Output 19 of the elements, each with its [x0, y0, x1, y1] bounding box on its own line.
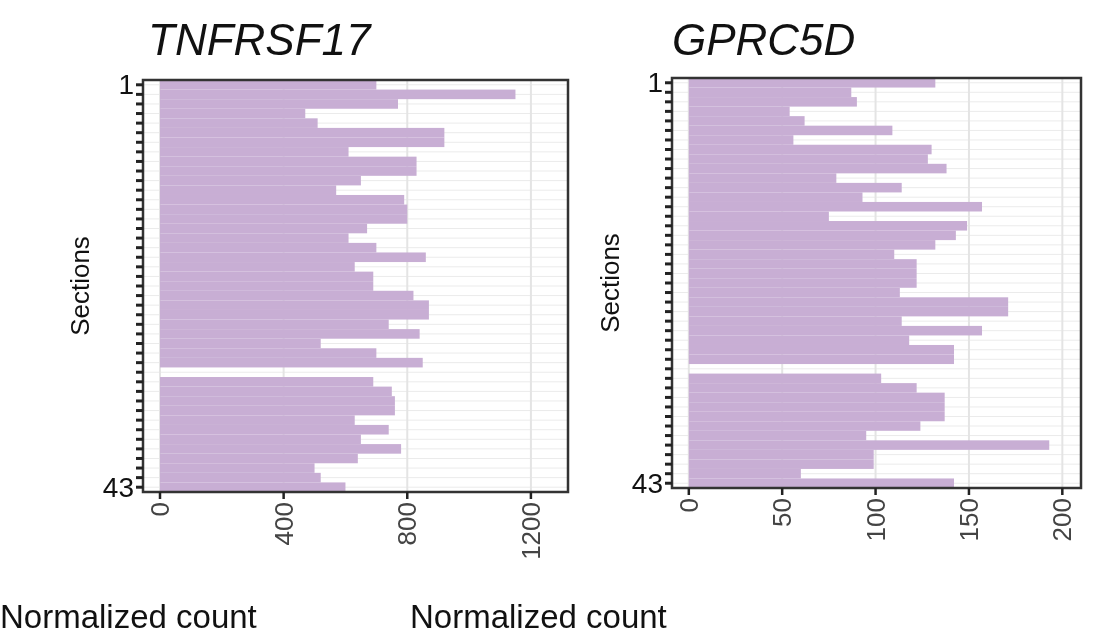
chart-title: TNFRSF17	[148, 15, 372, 64]
x-axis-title: Normalized count	[0, 598, 257, 635]
x-tick-label: 400	[268, 502, 299, 546]
y-axis-title: Sections	[65, 236, 95, 336]
x-tick-label: 800	[392, 502, 423, 546]
chart-title: GPRC5D	[672, 15, 856, 64]
x-tick-label: 200	[1047, 498, 1078, 542]
y-tick-label: 43	[631, 467, 663, 499]
x-tick-label: 1200	[515, 502, 546, 560]
x-tick-label: 0	[673, 498, 704, 513]
y-tick-label: 1	[647, 67, 663, 99]
x-tick-label: 0	[145, 502, 175, 517]
x-tick-label: 50	[767, 498, 798, 527]
y-axis-title: Sections	[595, 233, 625, 333]
x-tick-label: 150	[953, 498, 984, 542]
x-axis-title: Normalized count	[410, 598, 667, 635]
y-tick-label: 43	[102, 471, 134, 503]
y-tick-label: 1	[118, 69, 134, 101]
x-tick-label: 100	[860, 498, 891, 542]
